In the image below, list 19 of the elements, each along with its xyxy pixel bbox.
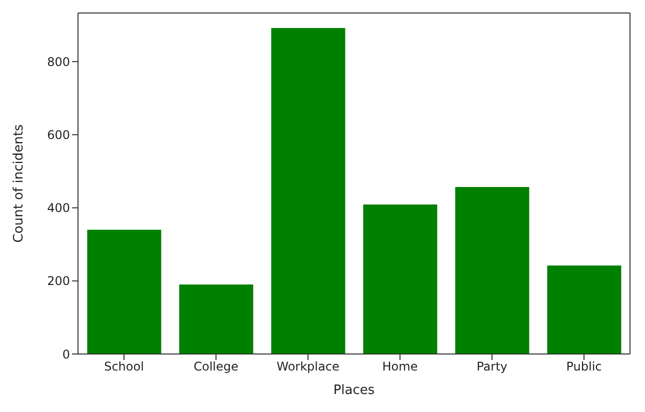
x-tick-label: Workplace [276, 360, 340, 374]
x-tick-label: Party [476, 360, 508, 374]
bar [87, 230, 162, 354]
bar [363, 204, 438, 354]
y-tick-label: 600 [47, 128, 70, 142]
x-tick-label: School [104, 360, 144, 374]
bar [271, 28, 346, 354]
y-tick-label: 200 [47, 274, 70, 288]
y-tick-label: 400 [47, 201, 70, 216]
x-axis-title: Places [333, 383, 375, 398]
x-tick-label: Home [382, 360, 418, 374]
x-tick-label: College [194, 360, 238, 374]
x-tick-label: Public [566, 360, 602, 374]
y-tick-label: 0 [62, 347, 70, 362]
bar [455, 186, 530, 354]
bar [179, 284, 254, 354]
bar [547, 266, 622, 354]
y-tick-label: 800 [47, 54, 70, 69]
y-axis-title: Count of incidents [12, 124, 27, 243]
